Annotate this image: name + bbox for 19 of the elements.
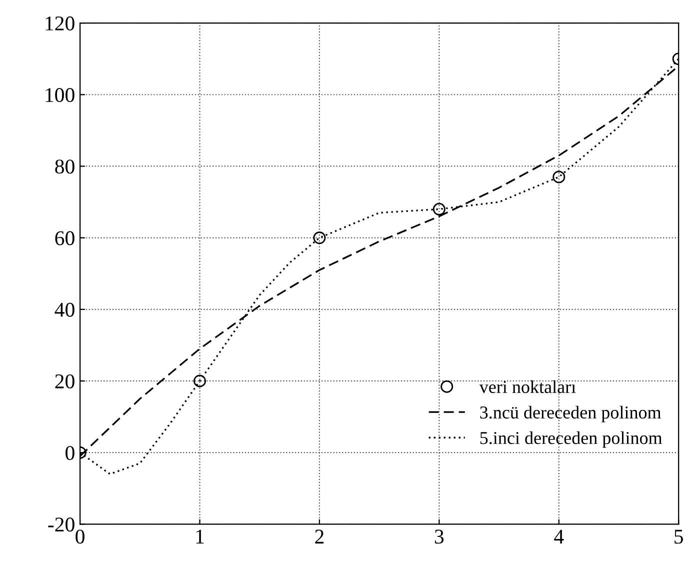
legend-label: veri noktaları <box>479 380 576 394</box>
x-tick-label: 5 <box>674 530 683 544</box>
y-tick-label: 100 <box>46 88 74 102</box>
point <box>313 232 326 244</box>
y-tick-label: 40 <box>54 302 74 317</box>
x-tick-label: 3 <box>434 530 444 544</box>
y-tick-label: -20 <box>48 518 74 532</box>
x-tick-label: 4 <box>554 530 564 544</box>
x-tick-label: 1 <box>196 530 204 544</box>
y-tick-label: 20 <box>55 374 74 388</box>
point <box>432 202 446 216</box>
y-tick-label: 0 <box>66 446 74 460</box>
y-tick-label: 80 <box>55 160 74 174</box>
x-tick-label: 2 <box>315 530 324 544</box>
legend-label: 5.inci dereceden polinom <box>480 431 662 448</box>
legend-label: 3.ncü dereceden polinom <box>480 406 662 422</box>
y-tick-label: 60 <box>55 231 74 246</box>
y-tick-label: 120 <box>46 16 74 30</box>
x-tick-label: 0 <box>76 530 84 544</box>
